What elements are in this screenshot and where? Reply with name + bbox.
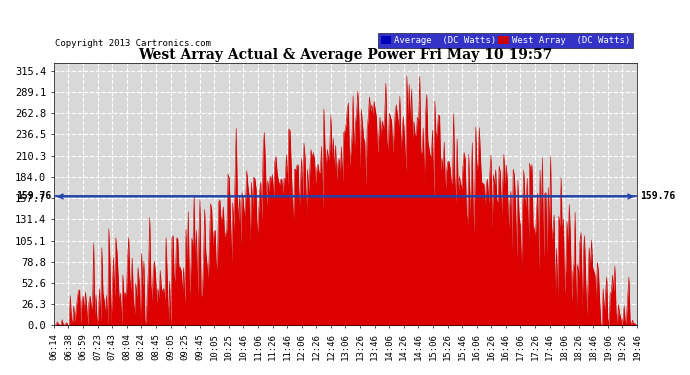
Legend: Average  (DC Watts), West Array  (DC Watts): Average (DC Watts), West Array (DC Watts…: [378, 33, 633, 48]
Text: 159.76: 159.76: [16, 192, 51, 201]
Title: West Array Actual & Average Power Fri May 10 19:57: West Array Actual & Average Power Fri Ma…: [139, 48, 553, 62]
Text: 159.76: 159.76: [640, 192, 676, 201]
Text: Copyright 2013 Cartronics.com: Copyright 2013 Cartronics.com: [55, 39, 211, 48]
